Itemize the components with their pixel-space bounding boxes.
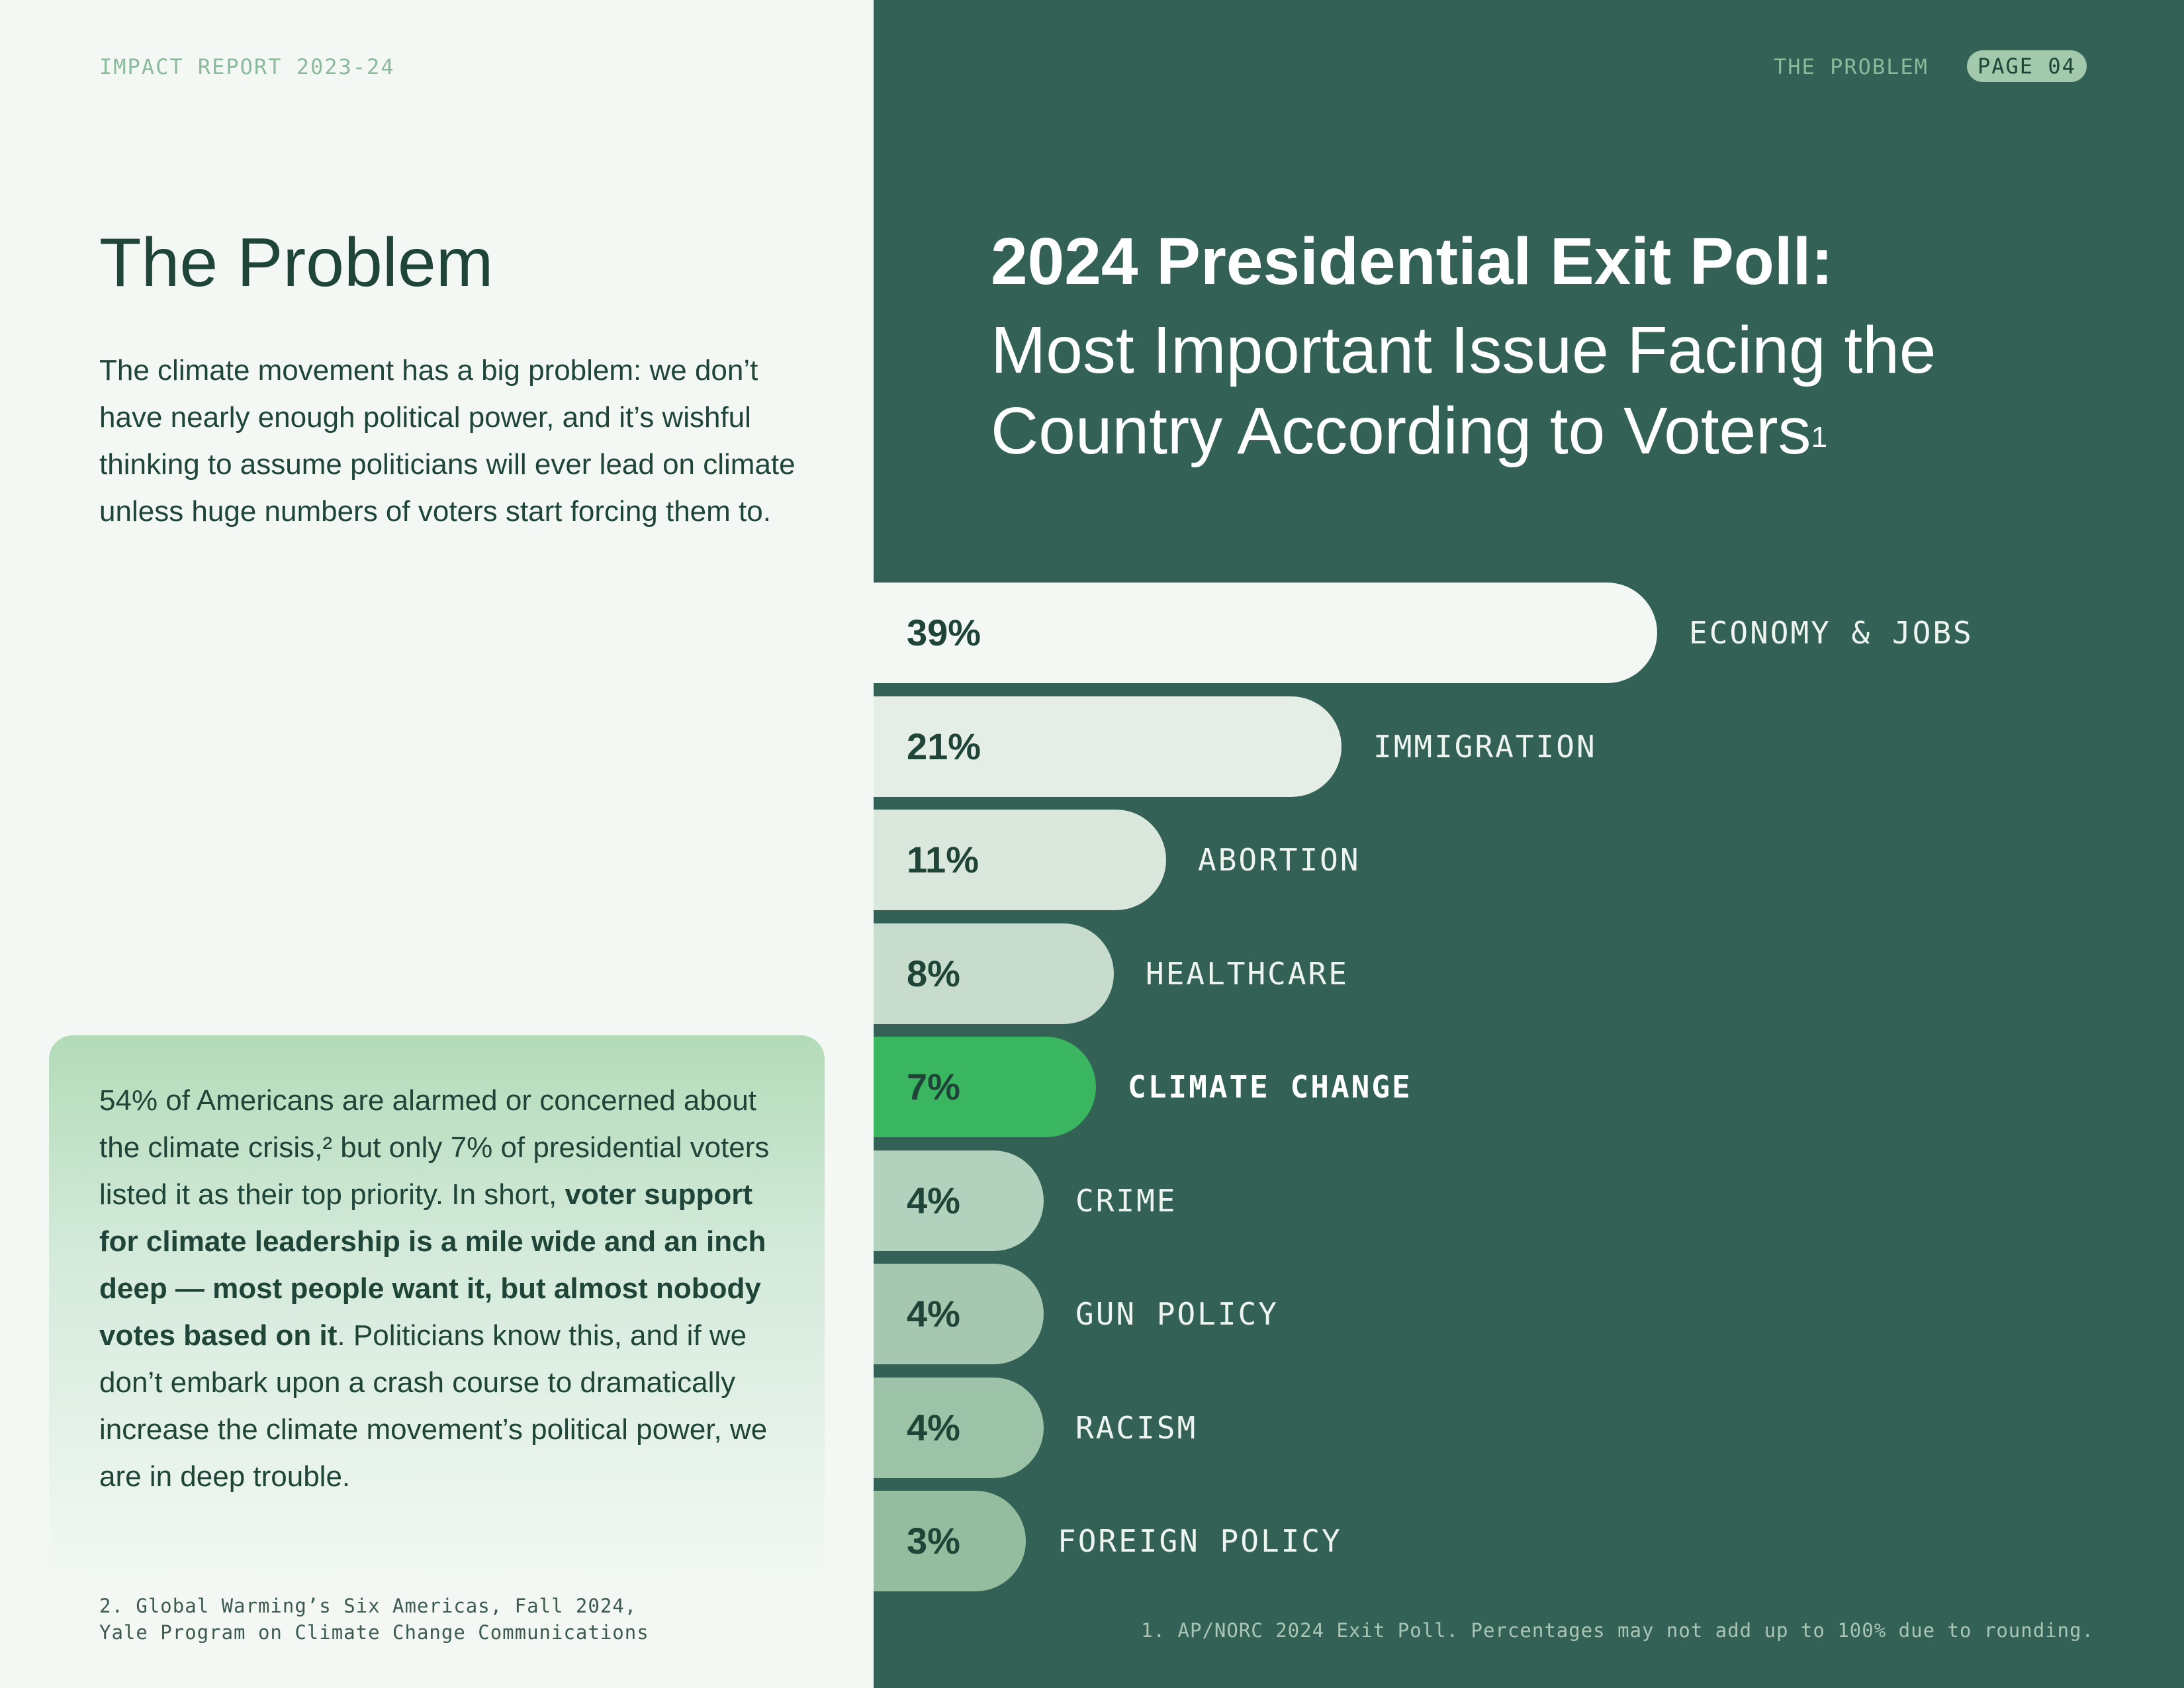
bar-value-label: 4% <box>907 1293 960 1335</box>
footnote-left-line: Yale Program on Climate Change Communica… <box>99 1621 649 1644</box>
page-title: The Problem <box>99 224 494 301</box>
bar-value-label: 8% <box>907 953 960 994</box>
bar-category-label: RACISM <box>1075 1410 1198 1446</box>
bar <box>874 1378 1044 1478</box>
bar-value-label: 3% <box>907 1520 960 1562</box>
footnote-left-line: 2. Global Warming’s Six Americas, Fall 2… <box>99 1595 637 1617</box>
bar <box>874 1264 1044 1364</box>
bar <box>874 1491 1026 1591</box>
bar-value-label: 11% <box>907 839 979 880</box>
callout-text: 54% of Americans are alarmed or concerne… <box>99 1077 788 1500</box>
bar-category-label: IMMIGRATION <box>1373 729 1597 765</box>
report-label: IMPACT REPORT 2023-24 <box>99 54 395 79</box>
chart-subtitle: Most Important Issue Facing the Country … <box>991 310 2050 471</box>
bar-category-label: FOREIGN POLICY <box>1058 1523 1342 1559</box>
chart-subtitle-text: Most Important Issue Facing the Country … <box>991 313 1936 468</box>
bar <box>874 583 1657 683</box>
bar-value-label: 39% <box>907 612 981 653</box>
bar-value-label: 21% <box>907 726 981 767</box>
intro-paragraph: The climate movement has a big problem: … <box>99 354 796 528</box>
bar-category-label: GUN POLICY <box>1075 1296 1279 1332</box>
footnote-left: 2. Global Warming’s Six Americas, Fall 2… <box>99 1593 649 1646</box>
bar-value-label: 4% <box>907 1407 960 1448</box>
bar-category-label: CLIMATE CHANGE <box>1128 1069 1412 1105</box>
callout-text-end: . Politicians know this, and if we don’t… <box>99 1319 768 1493</box>
footnote-marker: 1 <box>1811 421 1828 453</box>
section-label: THE PROBLEM <box>1774 54 1929 79</box>
callout-text-start: 54% of Americans are alarmed or concerne… <box>99 1084 770 1211</box>
bar-value-label: 7% <box>907 1066 960 1107</box>
bar <box>874 696 1342 797</box>
bar-category-label: CRIME <box>1075 1183 1177 1219</box>
bar-category-label: ECONOMY & JOBS <box>1689 615 1974 651</box>
callout-text-bold: voter support for climate leadership is … <box>99 1178 766 1352</box>
bar <box>874 1037 1096 1137</box>
bar <box>874 810 1166 910</box>
bar-value-label: 4% <box>907 1180 960 1221</box>
bar <box>874 923 1114 1024</box>
chart-footnote: 1. AP/NORC 2024 Exit Poll. Percentages m… <box>1141 1619 2094 1642</box>
callout-box <box>49 1035 825 1585</box>
chart-title: 2024 Presidential Exit Poll: <box>991 224 1833 299</box>
bar-category-label: ABORTION <box>1198 842 1361 878</box>
bar-category-label: HEALTHCARE <box>1146 956 1349 992</box>
bar <box>874 1150 1044 1251</box>
page-badge: PAGE 04 <box>1967 50 2087 82</box>
